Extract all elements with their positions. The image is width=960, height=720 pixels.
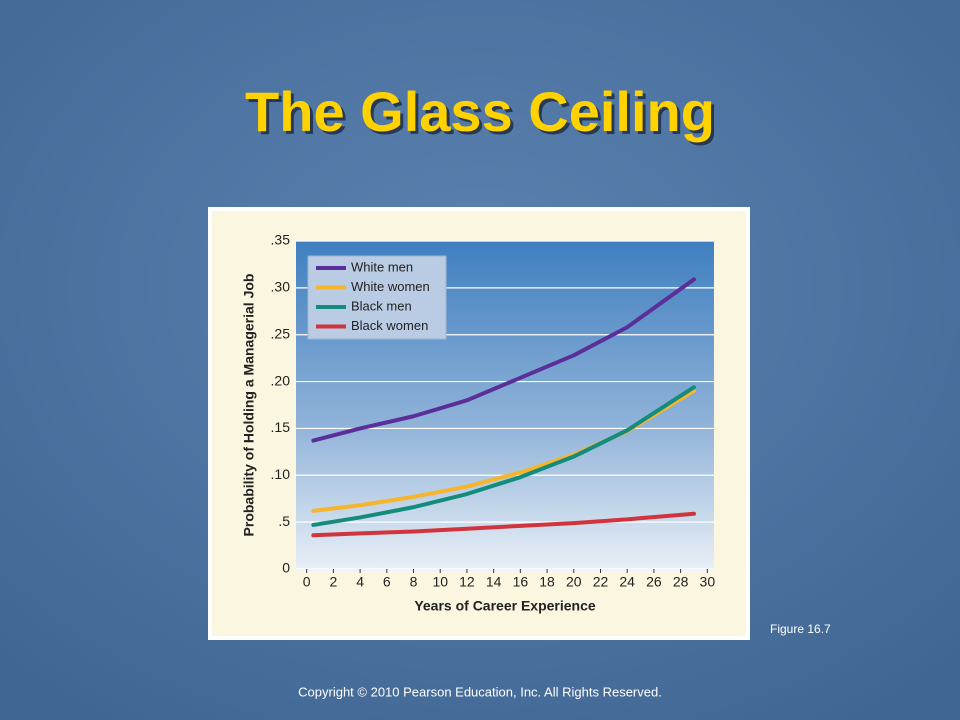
y-tick-label: 0 <box>282 560 290 576</box>
x-tick-label: 0 <box>303 574 311 590</box>
y-tick-label: .20 <box>271 372 291 388</box>
x-tick-label: 16 <box>513 574 529 590</box>
x-tick-label: 12 <box>459 574 475 590</box>
series-line <box>311 277 696 443</box>
y-tick-label: .15 <box>271 419 291 435</box>
y-axis-label: Probability of Holding a Managerial Job <box>241 274 257 537</box>
y-tick-label: .30 <box>271 279 291 295</box>
figure-label: Figure 16.7 <box>770 622 831 636</box>
y-tick-label: .10 <box>271 466 291 482</box>
series-line <box>311 385 696 527</box>
x-tick-label: 2 <box>329 574 337 590</box>
legend-label: Black women <box>351 318 428 333</box>
x-tick-label: 6 <box>383 574 391 590</box>
x-tick-label: 28 <box>673 574 689 590</box>
x-tick-label: 14 <box>486 574 502 590</box>
slide-title: The Glass Ceiling <box>245 80 715 143</box>
x-tick-label: 26 <box>646 574 662 590</box>
legend-label: Black men <box>351 298 412 313</box>
series-line <box>311 511 696 538</box>
y-tick-label: .5 <box>278 513 290 529</box>
x-tick-label: 8 <box>410 574 418 590</box>
y-tick-label: .35 <box>271 232 291 248</box>
legend-label: White women <box>351 279 430 294</box>
y-tick-label: .25 <box>271 325 291 341</box>
legend-label: White men <box>351 259 413 274</box>
x-tick-label: 22 <box>593 574 609 590</box>
title-shadow: The Glass Ceiling <box>248 83 718 146</box>
x-tick-label: 20 <box>566 574 582 590</box>
x-axis-label: Years of Career Experience <box>414 598 596 614</box>
x-tick-label: 10 <box>432 574 448 590</box>
x-tick-label: 30 <box>700 574 716 590</box>
x-tick-label: 4 <box>356 574 364 590</box>
copyright: Copyright © 2010 Pearson Education, Inc.… <box>298 684 662 699</box>
x-tick-label: 24 <box>619 574 635 590</box>
x-tick-label: 18 <box>539 574 555 590</box>
chart: 0.5.10.15.20.25.30.350 2 4 6 8 10 12 14 16 18 20 22… <box>241 232 716 614</box>
